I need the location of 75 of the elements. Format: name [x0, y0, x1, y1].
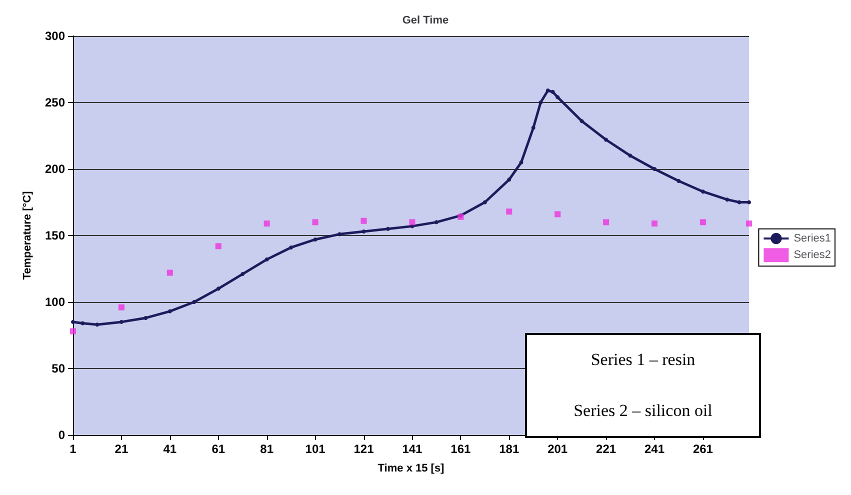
point: [737, 200, 742, 204]
point: [538, 100, 543, 104]
x-tick-label: 61: [212, 442, 226, 456]
y-tick-label: 0: [58, 428, 66, 442]
point: [118, 304, 124, 310]
y-tick-label: 100: [44, 295, 66, 309]
point: [119, 320, 124, 324]
point: [506, 208, 512, 215]
point: [519, 160, 524, 164]
y-axis-title: Temperature [°C]: [22, 190, 34, 280]
x-tick-label: 21: [114, 442, 128, 456]
point: [700, 219, 706, 226]
point: [628, 154, 632, 158]
point: [192, 300, 196, 304]
point: [531, 126, 536, 130]
point: [313, 237, 318, 242]
y-tick-label: 300: [44, 29, 66, 43]
x-tick-label: 221: [596, 442, 616, 456]
x-tick-label: 101: [305, 442, 326, 456]
point: [652, 220, 658, 227]
x-tick-label: 141: [402, 442, 423, 456]
x-tick-label: 181: [499, 442, 520, 456]
y-tick-label: 200: [44, 162, 66, 176]
annotation: Series 2 – silicon oil: [574, 400, 712, 421]
point: [725, 198, 730, 202]
point: [409, 219, 416, 226]
point: [168, 309, 172, 314]
point: [289, 245, 294, 250]
point: [676, 178, 681, 183]
point: [580, 119, 584, 124]
point: [434, 220, 438, 224]
point: [554, 211, 561, 218]
point: [70, 328, 76, 334]
point: [652, 167, 657, 171]
y-tick-label: 150: [44, 228, 66, 242]
point: [507, 178, 512, 182]
point: [482, 200, 487, 204]
point: [604, 138, 608, 142]
x-tick-label: 1: [70, 442, 77, 456]
point: [144, 316, 148, 320]
point: [746, 220, 752, 227]
point: [80, 321, 85, 326]
x-tick-label: 41: [163, 442, 177, 456]
point: [240, 272, 245, 276]
point: [312, 219, 318, 226]
annotation: Series 1 – resin: [590, 350, 696, 370]
x-tick-label: 121: [354, 442, 374, 456]
legend-label: Series1: [794, 232, 831, 244]
point: [264, 257, 269, 262]
y-tick-label: 50: [52, 362, 66, 376]
point: [747, 200, 751, 204]
point: [264, 220, 270, 227]
y-tick-label: 250: [44, 96, 66, 110]
point: [603, 219, 610, 226]
point: [546, 88, 550, 93]
point: [95, 322, 100, 327]
point: [550, 90, 555, 94]
x-tick-label: 261: [692, 442, 714, 456]
x-tick-label: 241: [644, 442, 665, 456]
point: [556, 95, 560, 100]
point: [360, 218, 367, 224]
legend-label: Series2: [794, 249, 831, 262]
x-axis-title: Time x 15 [s]: [378, 462, 445, 474]
x-tick-label: 81: [260, 442, 274, 456]
point: [216, 286, 220, 291]
x-tick-label: 161: [450, 442, 471, 456]
point: [362, 230, 366, 234]
x-tick-label: 201: [548, 442, 568, 456]
chart-title: Gel Time: [402, 14, 449, 26]
point: [215, 243, 222, 250]
point: [71, 320, 75, 324]
point: [166, 270, 173, 276]
text-box: Series 1 – resin Series 2 – silicon oil: [525, 333, 761, 438]
point: [386, 226, 390, 231]
point: [700, 190, 705, 194]
